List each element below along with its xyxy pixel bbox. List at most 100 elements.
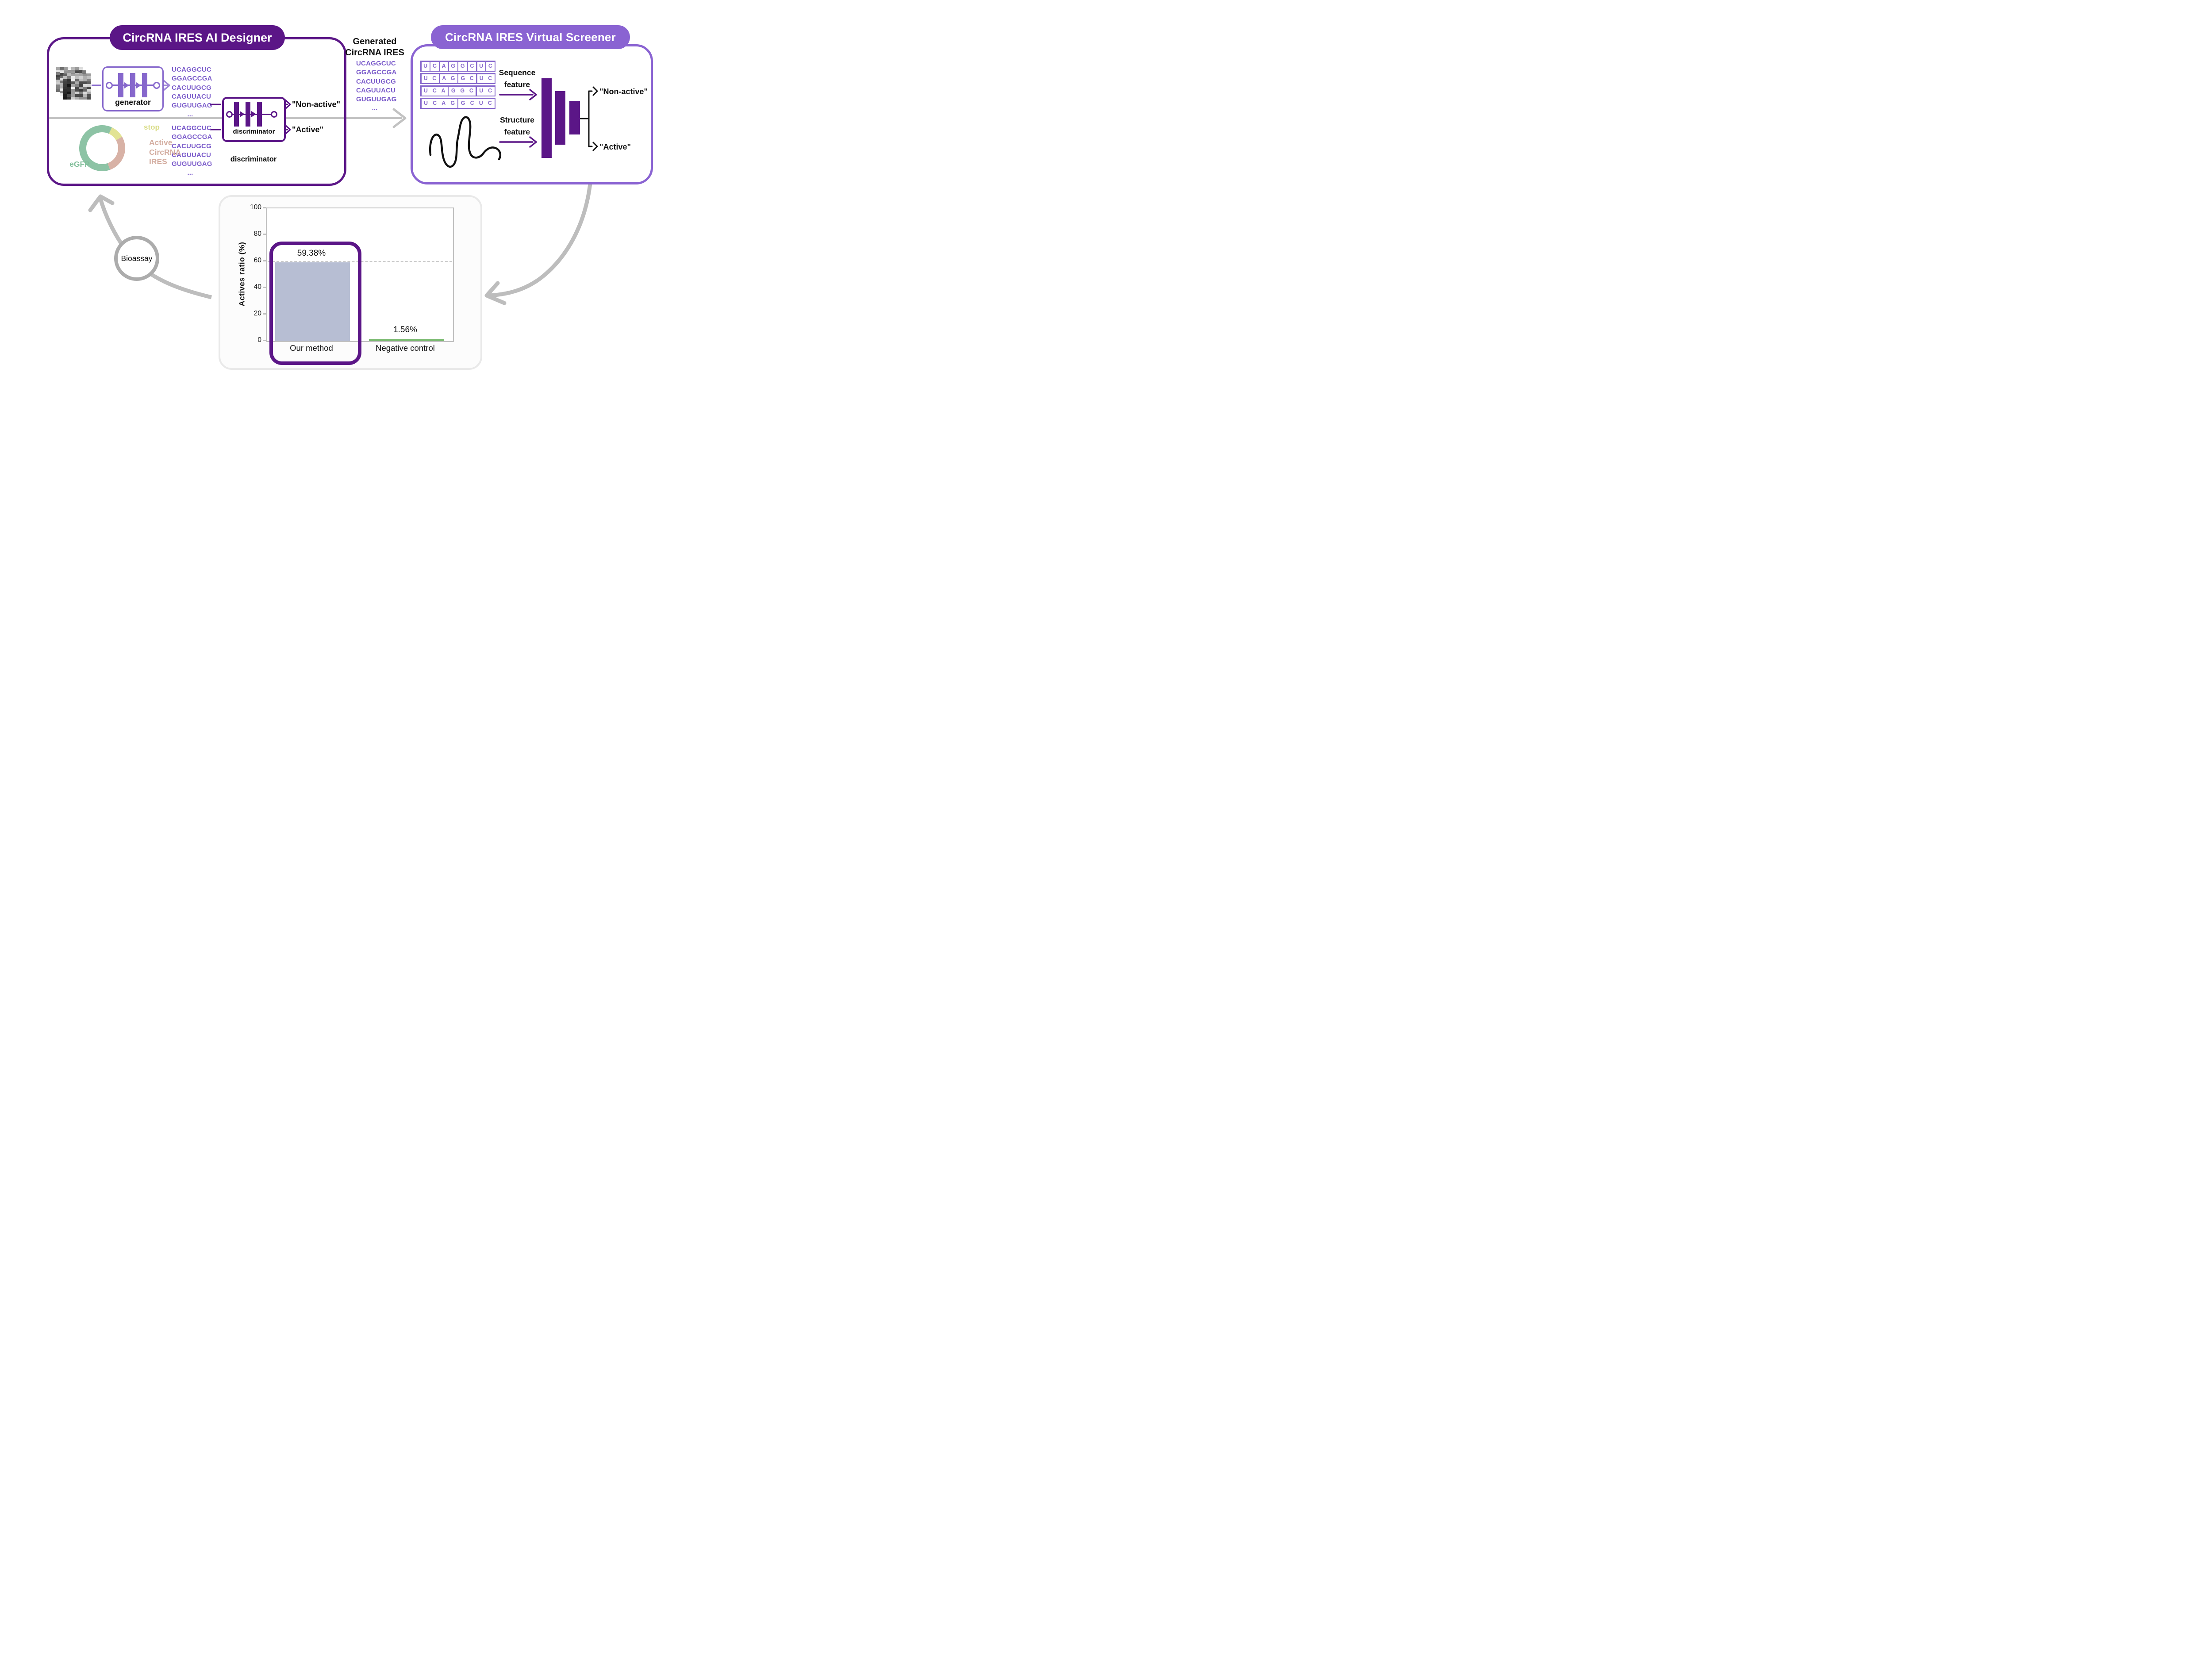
sequence-line: GGAGCCGA [172, 133, 212, 141]
sequence-line: CACUUGCG [356, 77, 396, 85]
nucleotide-letter: C [469, 88, 473, 94]
y-tick-mark [263, 340, 266, 341]
chart-y-axis-label: Actives ratio (%) [237, 242, 246, 307]
designer-nonactive-output: "Non-active" [292, 100, 341, 109]
nucleotide-letter: C [432, 88, 437, 94]
branch-lines [580, 91, 590, 146]
sequence-line: UCAGGCUC [172, 66, 211, 73]
screener-active-arrow-icon [588, 142, 598, 151]
nucleotide-letter: C [470, 100, 474, 107]
handoff-sequence-list: UCAGGCUC GGAGCCGA CACUUGCG CAGUUACU GUGUUGAG… [356, 59, 397, 113]
figure-canvas: CircRNA IRES AI Designer CircRNA IRES Vi… [0, 0, 694, 390]
discriminator-caption: discriminator [230, 155, 277, 163]
handoff-title-line: Generated [353, 37, 397, 46]
our-method-category: Our method [290, 343, 333, 353]
plasmid-egfp-arc [79, 125, 112, 171]
discriminator-layer-bar [234, 102, 239, 127]
nucleotide-letter: C [433, 100, 437, 107]
kmer-group-box: G [449, 61, 457, 71]
sequence-line: GGAGCCGA [356, 69, 397, 77]
y-tick-label: 40 [253, 283, 261, 291]
generator-output-node-icon [153, 81, 160, 89]
structure-feature-arrow-icon [499, 136, 537, 148]
nucleotide-letter: C [470, 63, 474, 69]
structure-feature-line: Structure [500, 115, 534, 124]
nucleotide-letter: U [424, 100, 428, 107]
generator-layer-bar [142, 73, 147, 97]
active-sequence-list: UCAGGCUC GGAGCCGA CACUUGCG CAGUUACU GUGUUGAG… [172, 124, 212, 178]
our-method-highlight-frame [269, 242, 361, 365]
nucleotide-letter: G [450, 100, 455, 107]
designer-title: CircRNA IRES AI Designer [123, 31, 272, 44]
plasmid-stop-arc [108, 127, 123, 141]
screener-nonactive-output: "Non-active" [599, 87, 648, 96]
nucleotide-letter: C [432, 75, 437, 82]
nucleotide-letter: C [488, 75, 492, 82]
sequence-feature-arrow-icon [499, 89, 537, 100]
nucleotide-letter: G [461, 75, 465, 82]
ires-label-line: Active [149, 138, 173, 147]
screener-layer-bar [541, 78, 552, 158]
kmer-group-box: C [468, 61, 476, 71]
screener-nonactive-arrow-icon [588, 86, 598, 96]
kmer-group-box: U [477, 61, 485, 71]
nucleotide-letter: G [451, 88, 456, 94]
sequence-line: UCAGGCUC [172, 124, 211, 132]
sequence-feature-line: Sequence [499, 68, 536, 77]
y-tick-mark [263, 207, 266, 208]
kmer-group-box: U [421, 61, 430, 71]
ires-label-line: CircRNA [149, 147, 181, 157]
handoff-title: Generated CircRNA IRES [341, 36, 409, 58]
sequence-line: GUGUUGAG [172, 160, 212, 168]
sequence-line: GGAGCCGA [172, 75, 212, 83]
sequence-line: CAGUUACU [172, 92, 211, 100]
nucleotide-letter: U [479, 75, 484, 82]
our-method-bar [275, 262, 350, 341]
nucleotide-letter: G [451, 63, 456, 69]
discriminator-box: discriminator [222, 97, 286, 142]
plasmid-ires-label: Active CircRNA IRES [149, 138, 181, 167]
discriminator-label: discriminator [233, 128, 275, 135]
forward-triangle-icon [124, 82, 129, 88]
screener-to-chart-curve [488, 183, 592, 298]
generator-layer-bar [118, 73, 123, 97]
nucleotide-letter: U [423, 88, 428, 94]
sequence-line: CAGUUACU [356, 86, 396, 94]
nucleotide-letter: U [479, 63, 484, 69]
generator-label: generator [115, 98, 151, 107]
y-tick-mark [263, 313, 266, 315]
y-tick-mark [263, 234, 266, 235]
plasmid-stop-label: stop [144, 123, 160, 131]
nucleotide-letter: A [442, 100, 446, 107]
generator-input-node-icon [106, 81, 113, 89]
rna-structure-squiggle-icon [429, 116, 502, 168]
y-tick-label: 80 [253, 230, 261, 238]
nucleotide-letter: A [442, 75, 446, 82]
nucleotide-letter: C [488, 100, 492, 107]
negative-control-value: 1.56% [393, 325, 417, 335]
sequence-line: ... [187, 111, 193, 119]
negative-control-bar [369, 339, 444, 341]
y-tick-label: 20 [253, 310, 261, 317]
screener-layer-bar [569, 101, 580, 134]
generator-layer-bar [130, 73, 135, 97]
designer-title-pill: CircRNA IRES AI Designer [110, 25, 285, 50]
structure-feature-line: feature [504, 127, 530, 136]
kmer-group-box: G [458, 61, 467, 71]
our-method-value: 59.38% [297, 248, 326, 258]
nucleotide-letter: C [469, 75, 474, 82]
curved-arrow-up-left-icon [88, 194, 115, 212]
plasmid-egfp-label: eGFP [69, 160, 90, 169]
screener-title: CircRNA IRES Virtual Screener [445, 30, 616, 44]
structure-feature-label: Structure feature [491, 114, 544, 138]
sequence-line: CAGUUACU [172, 151, 211, 159]
y-tick-mark [263, 260, 266, 261]
